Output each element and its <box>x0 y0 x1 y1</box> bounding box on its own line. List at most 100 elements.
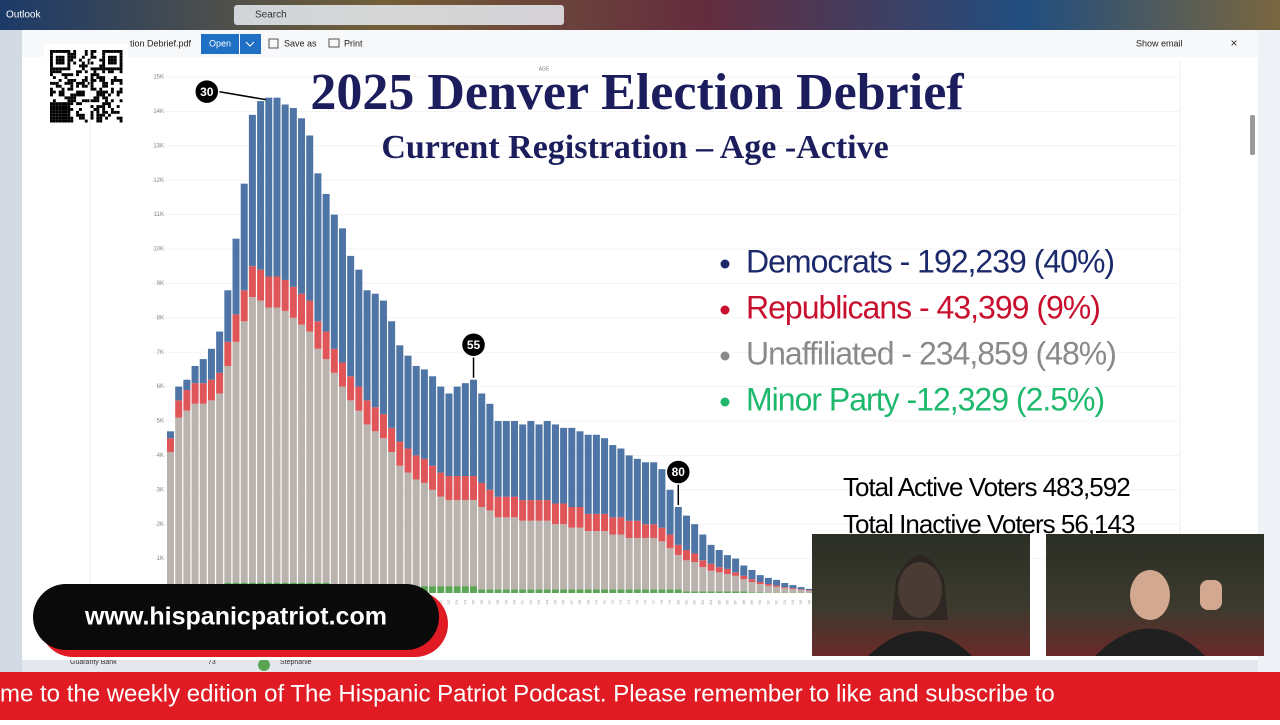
bar-segment <box>437 473 444 497</box>
host-face <box>1130 570 1170 620</box>
qr-module <box>59 94 62 97</box>
bar-segment <box>527 500 534 521</box>
bar-segment <box>536 521 543 590</box>
bar-segment <box>748 579 755 582</box>
qr-module <box>99 88 102 91</box>
qr-module <box>65 105 68 108</box>
qr-module <box>50 111 53 114</box>
save-as[interactable]: Save as <box>284 38 317 48</box>
x-tick-label: 81 <box>684 599 689 604</box>
bar-segment <box>167 452 174 586</box>
qr-module <box>65 96 68 99</box>
qr-module <box>91 53 94 56</box>
bar-segment <box>708 571 715 592</box>
qr-module <box>79 91 82 94</box>
qr-module <box>62 62 65 65</box>
qr-module <box>102 102 105 105</box>
bar-segment <box>388 428 395 452</box>
qr-module <box>53 108 56 111</box>
qr-module <box>108 94 111 97</box>
qr-module <box>91 76 94 79</box>
qr-module <box>76 70 79 73</box>
qr-module <box>73 96 76 99</box>
qr-module <box>99 105 102 108</box>
qr-module <box>76 91 79 94</box>
bar-segment <box>429 466 436 490</box>
bar-segment <box>568 590 575 593</box>
bar-segment <box>650 590 657 593</box>
qr-module <box>79 82 82 85</box>
bar-segment <box>519 590 526 593</box>
y-tick-label: 3K <box>157 487 164 493</box>
qr-module <box>111 108 114 111</box>
close-button[interactable]: × <box>1230 36 1237 50</box>
search-placeholder[interactable]: Search <box>255 10 287 21</box>
y-tick-label: 2K <box>157 522 164 528</box>
qr-module <box>91 85 94 88</box>
qr-module <box>91 62 94 65</box>
qr-module <box>94 108 97 111</box>
bar-segment <box>503 497 510 518</box>
bar-segment <box>364 424 371 586</box>
qr-module <box>53 117 56 120</box>
qr-module <box>62 120 65 123</box>
qr-module <box>50 105 53 108</box>
bar-segment <box>732 559 739 573</box>
bar-segment <box>372 294 379 408</box>
bar-segment <box>355 270 362 387</box>
qr-module <box>56 59 59 62</box>
scrollbar[interactable] <box>1250 115 1255 155</box>
qr-module <box>70 88 73 91</box>
qr-module <box>120 88 123 91</box>
bar-segment <box>552 590 559 593</box>
bar-segment <box>536 500 543 521</box>
qr-module <box>50 59 53 62</box>
bar-segment <box>282 105 289 280</box>
qr-module <box>50 114 53 117</box>
bar-segment <box>634 538 641 590</box>
qr-module <box>65 73 68 76</box>
bar-segment <box>454 500 461 586</box>
qr-module <box>76 114 79 117</box>
bar-segment <box>208 380 215 401</box>
x-tick-label: 83 <box>700 599 705 604</box>
bar-segment <box>273 98 280 277</box>
qr-module <box>111 91 114 94</box>
show-email[interactable]: Show email <box>1136 38 1183 48</box>
bar-segment <box>691 591 698 593</box>
qr-module <box>102 111 105 114</box>
qr-module <box>102 82 105 85</box>
y-tick-label: 8K <box>157 315 164 321</box>
qr-module <box>73 50 76 53</box>
x-tick-label: 66 <box>561 599 566 604</box>
qr-module <box>50 82 53 85</box>
qr-module <box>53 111 56 114</box>
open-label[interactable]: Open <box>209 38 231 48</box>
qr-module <box>59 108 62 111</box>
bar-segment <box>560 428 567 504</box>
bar-segment <box>331 349 338 373</box>
qr-module <box>94 73 97 76</box>
bar-segment <box>298 118 305 293</box>
bar-segment <box>249 266 256 297</box>
qr-module <box>82 117 85 120</box>
qr-module <box>114 67 117 70</box>
x-tick-label: 57 <box>487 599 492 604</box>
bar-segment <box>552 524 559 589</box>
print[interactable]: Print <box>344 38 363 48</box>
qr-module <box>70 53 73 56</box>
qr-module <box>73 79 76 82</box>
bar-segment <box>511 497 518 518</box>
bar-segment <box>601 438 608 514</box>
bar-segment <box>609 445 616 517</box>
bar-segment <box>388 321 395 428</box>
bar-segment <box>757 575 764 582</box>
qr-module <box>120 82 123 85</box>
bar-segment <box>175 418 182 587</box>
bar-segment <box>757 584 764 592</box>
x-tick-label: 76 <box>643 599 648 604</box>
open-dropdown[interactable] <box>240 34 261 54</box>
qr-module <box>96 108 99 111</box>
qr-module <box>85 120 88 123</box>
qr-module <box>53 50 56 53</box>
